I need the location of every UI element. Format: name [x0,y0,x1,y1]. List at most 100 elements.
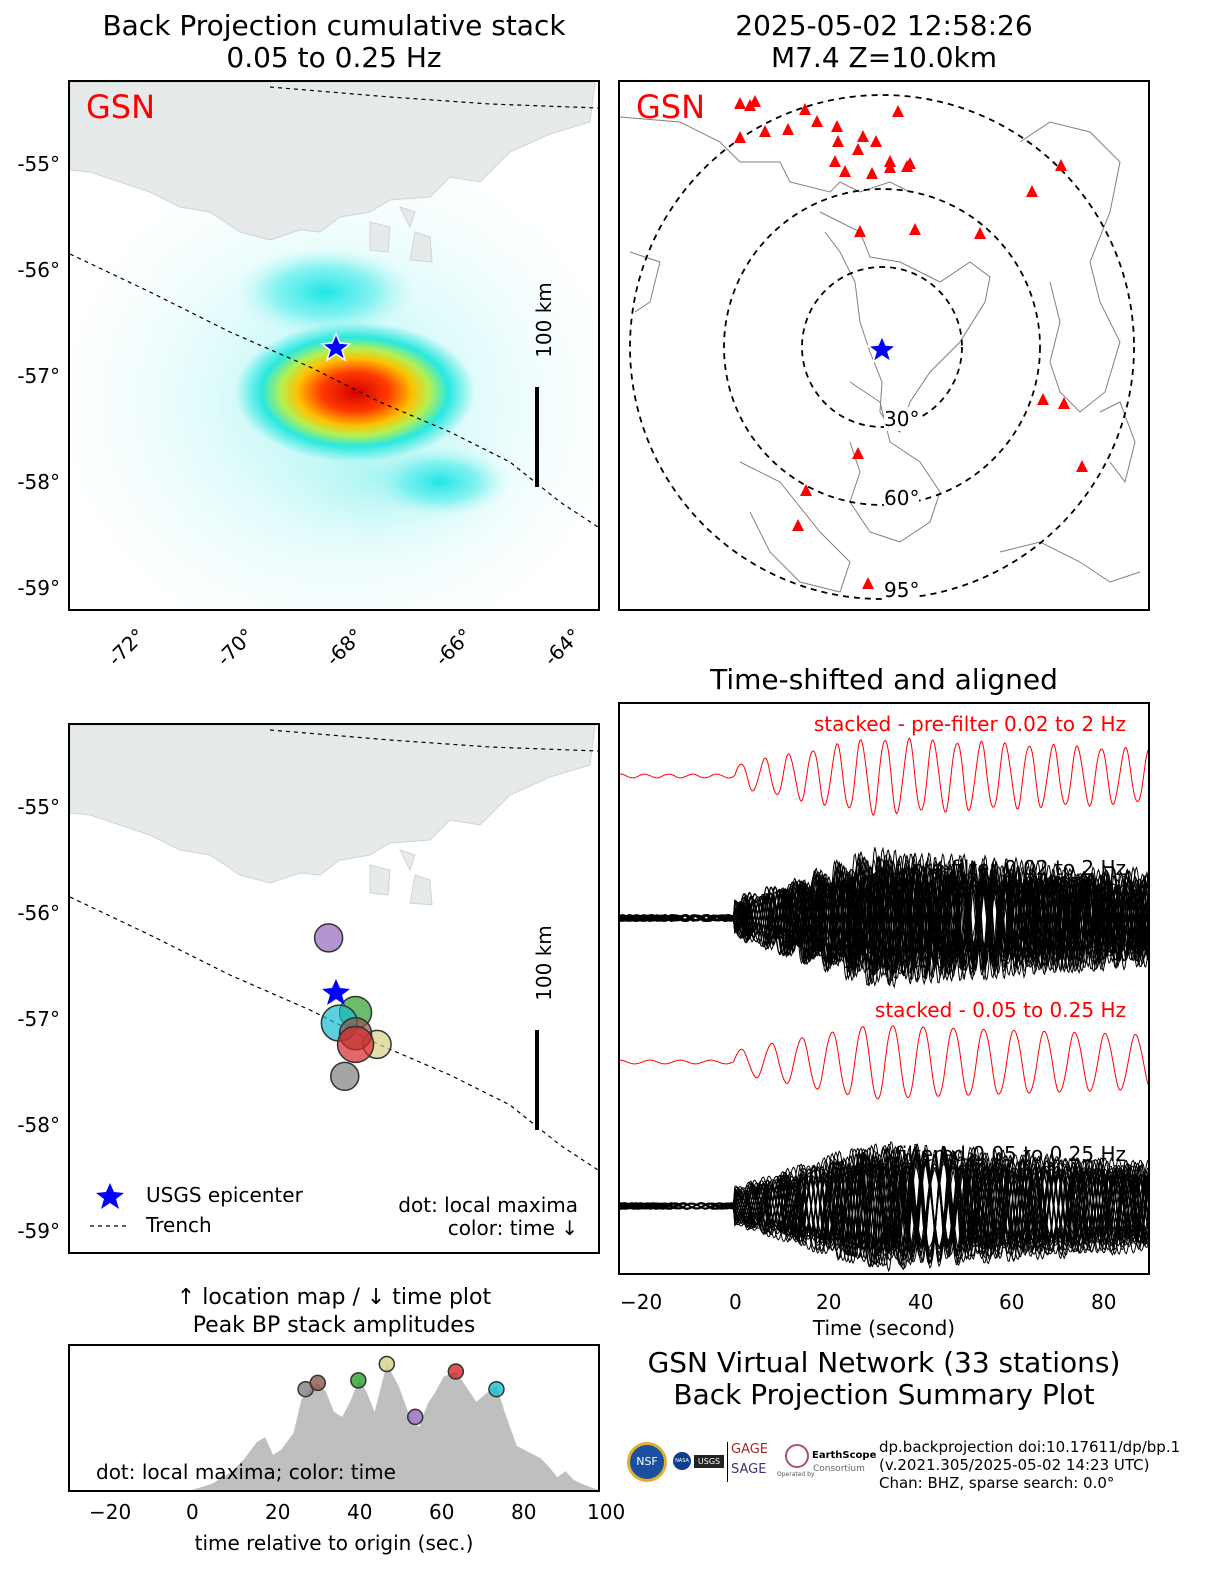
peak-title-line2: Peak BP stack amplitudes [192,1313,476,1338]
station-marker [884,161,896,173]
global-map-svg [620,94,1141,600]
maxima-note-line1: dot: local maxima [398,1193,578,1217]
bp-heat-peak [235,322,475,462]
station-marker [852,447,864,459]
credits-line3: Chan: BHZ, sparse search: 0.0° [879,1474,1115,1492]
station-marker [792,519,804,531]
bp-islands [369,206,433,263]
bp-ytick: -56° [17,258,60,282]
bp-ytick: -58° [17,470,60,494]
station-marker [909,223,921,235]
legend-epicenter-label: USGS epicenter [146,1183,303,1207]
bp-heatmap-svg [70,82,598,609]
ring-30 [801,266,963,428]
global-map-panel[interactable]: GSN 30° 60° 95° [618,80,1150,611]
peak-maxima-dots [297,1355,505,1426]
bp-network-label: GSN [86,88,156,126]
usgs-logo-text: USGS [697,1457,721,1466]
maxima-trench-north [269,729,598,752]
station-marker [852,143,864,155]
peak-maximum-dot [350,1372,367,1389]
station-marker [974,227,986,239]
station-marker [829,155,841,167]
traces-title: Time-shifted and aligned [710,663,1058,696]
stack-raw-line [620,737,1148,816]
maxima-point [313,923,344,953]
peak-maximum-dot [406,1408,424,1426]
earthscope-consortium: Consortium [813,1464,865,1474]
peak-maximum-dot [488,1380,505,1398]
station-marker [904,157,916,169]
stack-filtered-line [620,1025,1148,1100]
peak-amplitude-panel[interactable]: dot: local maxima; color: time [68,1344,600,1492]
maxima-ytick: -57° [17,1007,60,1031]
station-marker [734,131,746,143]
station-marker [1026,185,1038,197]
trace-filtered-bundle [620,1140,1148,1273]
credits-line2: (v.2021.305/2025-05-02 14:23 UTC) [879,1456,1150,1474]
bp-land [70,82,596,241]
legend-epicenter-star [96,1183,124,1209]
peak-area [70,1364,598,1490]
ring-label-30: 30° [884,407,920,431]
nasa-logo: NASA [673,1452,691,1470]
gage-logo: GAGE [731,1442,769,1457]
station-marker [1058,397,1070,409]
bp-xtick: -70° [211,623,259,671]
traces-xtick: 60 [999,1290,1025,1314]
maxima-ytick: -55° [17,795,60,819]
peak-xtick: 60 [429,1500,455,1524]
trace-stack-raw [620,737,1148,816]
global-rings [629,94,1135,600]
station-marker [1055,159,1067,171]
peak-xtick: −20 [89,1500,132,1524]
bp-xtick: -64° [538,623,586,671]
peak-xtick: 40 [347,1500,373,1524]
traces-panel[interactable]: stacked - pre-filter 0.02 to 2 Hz pre-fi… [618,702,1150,1275]
maxima-note-line2: color: time ↓ [447,1216,578,1240]
bp-heat-north-lobe [235,247,415,337]
station-marker [1037,393,1049,405]
maxima-map-panel[interactable]: 100 km USGS epicenter Trench dot: local … [68,723,600,1254]
sage-logo: SAGE [731,1462,767,1477]
traces-xtick: 0 [729,1290,742,1314]
maxima-trench [70,896,598,1171]
global-title-line1: 2025-05-02 12:58:26 [735,9,1033,42]
label-stack-raw: stacked - pre-filter 0.02 to 2 Hz [813,712,1126,736]
traces-xlabel: Time (second) [812,1316,956,1340]
global-network-label: GSN [636,88,706,126]
maxima-epicenter-star [322,979,350,1005]
logo-divider [727,1442,728,1482]
station-marker [800,484,812,496]
station-marker [854,225,866,237]
peak-maximum-dot [447,1363,465,1380]
traces-xtick: 40 [908,1290,934,1314]
trace-stack-filtered [620,1025,1148,1100]
bp-trench [70,253,598,528]
station-marker [832,135,844,147]
logo-strip: NSF NASA USGS GAGE SAGE EarthScope Opera… [627,1438,877,1488]
earthscope-logo: EarthScope [812,1450,877,1461]
maxima-point [336,1025,375,1064]
maxima-islands [369,849,433,906]
bp-xtick: -66° [429,623,477,671]
nsf-logo-text: NSF [636,1455,658,1468]
bp-epicenter-star [320,332,352,362]
bp-ytick: -55° [17,152,60,176]
station-marker [734,97,746,109]
station-marker [866,167,878,179]
bp-map-panel[interactable]: GSN 100 km [68,80,600,611]
earthscope-operated: Operated by [777,1471,815,1478]
station-marker [892,105,904,117]
legend-trench-label: Trench [146,1213,212,1237]
station-marker [839,165,851,177]
traces-xtick: −20 [620,1290,663,1314]
traces-xtick: 80 [1091,1290,1117,1314]
global-epicenter-star [866,334,898,364]
traces-svg [620,737,1148,1273]
label-filt: filtered 0.05 to 0.25 Hz [894,1142,1126,1166]
summary-line1: GSN Virtual Network (33 stations) [647,1346,1121,1379]
maxima-points [313,923,392,1092]
station-marker [831,120,843,132]
summary-line2: Back Projection Summary Plot [673,1378,1095,1411]
